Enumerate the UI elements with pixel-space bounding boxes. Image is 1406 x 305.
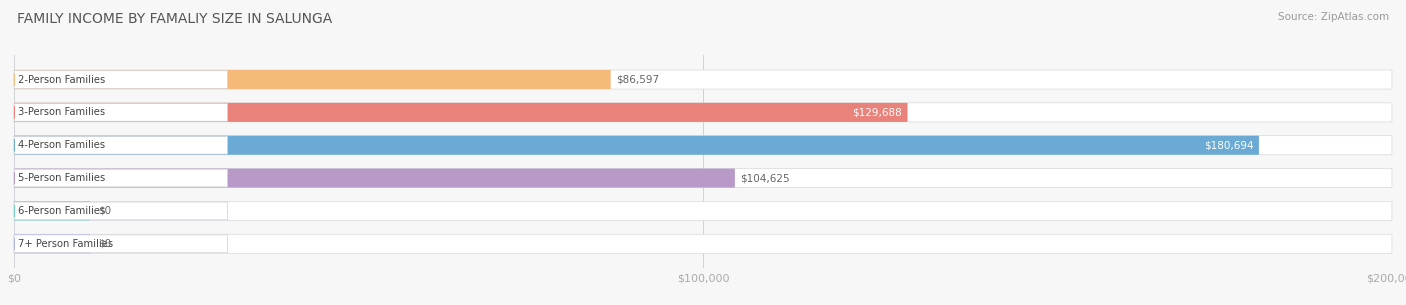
Text: $129,688: $129,688 xyxy=(852,107,903,117)
Text: Source: ZipAtlas.com: Source: ZipAtlas.com xyxy=(1278,12,1389,22)
FancyBboxPatch shape xyxy=(14,169,735,188)
FancyBboxPatch shape xyxy=(14,70,610,89)
Text: $104,625: $104,625 xyxy=(741,173,790,183)
FancyBboxPatch shape xyxy=(14,71,228,88)
FancyBboxPatch shape xyxy=(14,169,1392,188)
FancyBboxPatch shape xyxy=(14,70,1392,89)
FancyBboxPatch shape xyxy=(14,136,1392,155)
Text: 6-Person Families: 6-Person Families xyxy=(18,206,105,216)
FancyBboxPatch shape xyxy=(14,202,228,220)
Text: 4-Person Families: 4-Person Families xyxy=(18,140,105,150)
FancyBboxPatch shape xyxy=(14,103,907,122)
FancyBboxPatch shape xyxy=(14,234,1392,253)
FancyBboxPatch shape xyxy=(14,136,1258,155)
FancyBboxPatch shape xyxy=(14,235,228,253)
FancyBboxPatch shape xyxy=(14,136,228,154)
FancyBboxPatch shape xyxy=(14,201,1392,221)
Text: $0: $0 xyxy=(98,239,111,249)
FancyBboxPatch shape xyxy=(14,103,1392,122)
FancyBboxPatch shape xyxy=(14,169,228,187)
Text: $86,597: $86,597 xyxy=(616,74,659,84)
Text: 3-Person Families: 3-Person Families xyxy=(18,107,105,117)
Text: $180,694: $180,694 xyxy=(1204,140,1253,150)
Text: 7+ Person Families: 7+ Person Families xyxy=(18,239,114,249)
Text: 2-Person Families: 2-Person Families xyxy=(18,74,105,84)
Text: $0: $0 xyxy=(98,206,111,216)
FancyBboxPatch shape xyxy=(14,103,228,121)
Text: 5-Person Families: 5-Person Families xyxy=(18,173,105,183)
Text: FAMILY INCOME BY FAMALIY SIZE IN SALUNGA: FAMILY INCOME BY FAMALIY SIZE IN SALUNGA xyxy=(17,12,332,26)
FancyBboxPatch shape xyxy=(14,234,90,253)
FancyBboxPatch shape xyxy=(14,201,90,221)
